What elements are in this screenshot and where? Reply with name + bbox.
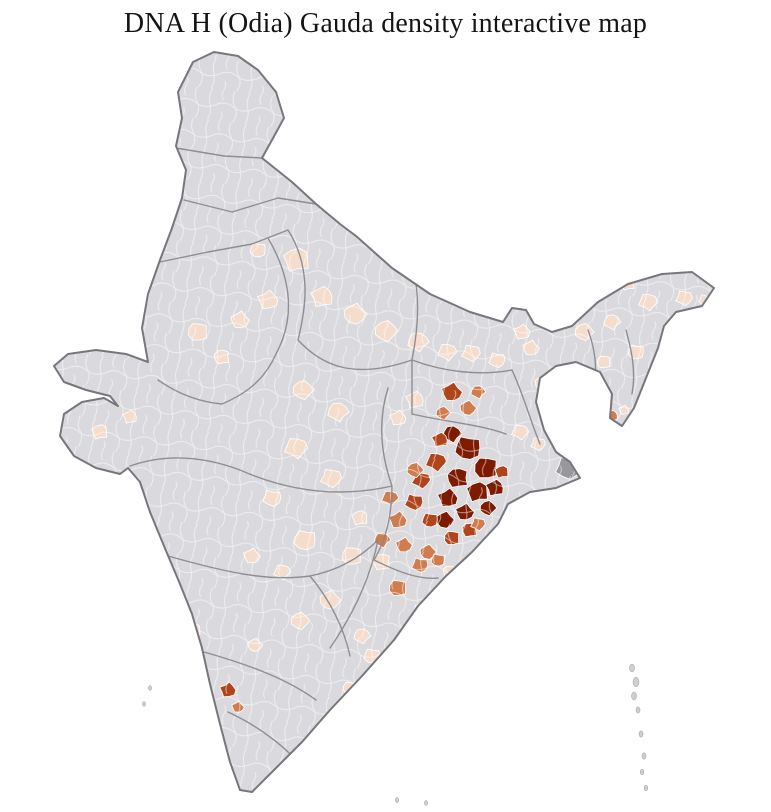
district-region-low[interactable] [213,349,230,365]
island [631,691,637,701]
district-region-very_high[interactable] [474,457,497,479]
district-region-medium[interactable] [175,604,188,617]
district-region-low[interactable] [249,242,266,258]
state-borders [129,147,635,763]
island [142,701,146,707]
district-region-low[interactable] [363,648,380,664]
page-title: DNA H (Odia) Gauda density interactive m… [123,8,648,39]
island [148,685,152,691]
district-region-low[interactable] [400,633,416,647]
island [638,730,644,738]
district-region-low[interactable] [596,355,611,369]
district-region-high[interactable] [444,530,460,545]
island [640,768,645,776]
island [629,663,635,673]
island [635,706,641,714]
island [644,784,649,792]
island [632,677,640,688]
district-region-medium[interactable] [430,553,445,567]
district-region-low[interactable] [188,323,207,341]
district-region-low[interactable] [641,384,654,396]
district-region-high[interactable] [421,512,438,528]
islands-layer [142,663,649,806]
island [424,800,428,806]
district-region-very_high[interactable] [446,468,468,488]
district-region-low[interactable] [293,530,316,551]
island [395,797,399,803]
district-region-medium[interactable] [389,580,407,596]
island [641,752,647,760]
